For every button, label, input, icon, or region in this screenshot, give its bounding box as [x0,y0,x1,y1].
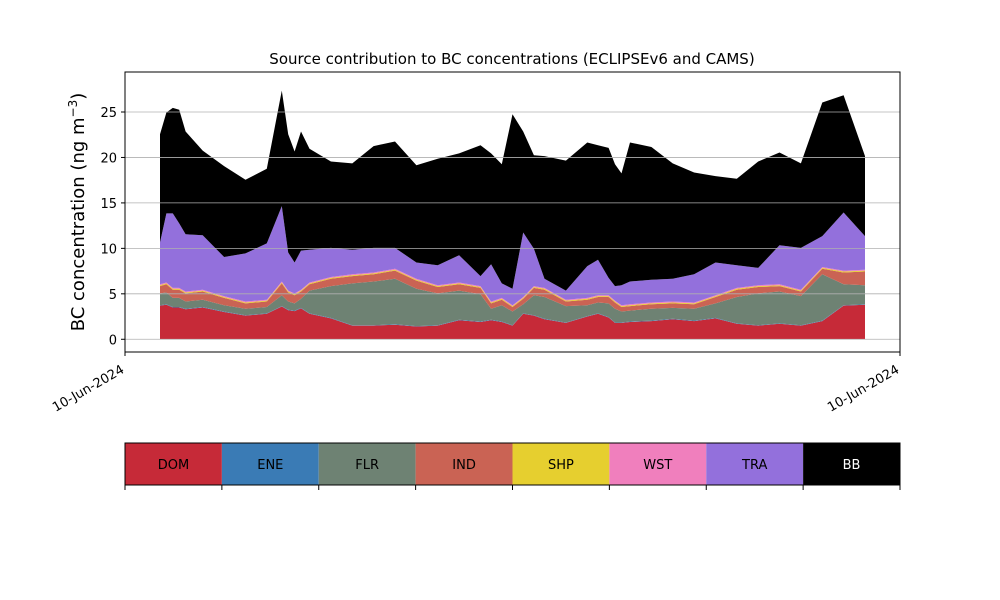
chart-title: Source contribution to BC concentrations… [269,50,754,68]
area-shp [160,267,865,307]
x-tick-label-1: 10-Jun-2024 [825,362,902,415]
area-ind [160,268,865,312]
area-dom [160,304,865,340]
plot-area: 0 5 10 15 20 25 10-Jun-2024 10-Jun-2024 [50,71,902,415]
stacked-areas [160,90,865,340]
y-tick-label-5: 5 [109,288,117,303]
area-tra [160,206,865,306]
legend-label-bb: BB [843,458,861,473]
area-bb [160,90,865,291]
legend-label-ind: IND [452,458,476,473]
legend-colorbar: DOM ENE FLR IND SHP WST TRA BB [124,442,901,490]
legend-swatch-dom [125,443,222,485]
y-axis: 0 5 10 15 20 25 [100,106,125,348]
legend-frame [124,442,901,486]
y-axis-label-close: ) [68,93,89,100]
legend-swatch-shp [512,443,610,485]
legend-label-dom: DOM [158,458,189,473]
legend-swatch-ene [221,443,319,485]
legend-label-flr: FLR [355,458,379,473]
y-tick-label-10: 10 [100,242,117,257]
y-axis-label-main: BC concentration (ng m [68,117,89,331]
y-axis-label-sup: −3 [66,100,80,118]
legend-label-wst: WST [643,458,672,473]
legend-swatch-flr [318,443,416,485]
y-axis-label: BC concentration (ng m−3) [66,93,89,332]
legend-swatch-ind [415,443,513,485]
y-tick-label-0: 0 [109,333,117,348]
plot-frame [124,71,901,353]
legend-swatch-wst [609,443,707,485]
legend-label-ene: ENE [257,458,283,473]
legend-swatch-tra [706,443,804,485]
y-tick-label-15: 15 [100,197,117,212]
x-axis: 10-Jun-2024 10-Jun-2024 [50,352,902,415]
legend-label-shp: SHP [548,458,574,473]
legend-label-tra: TRA [741,458,767,473]
x-tick-label-0: 10-Jun-2024 [50,362,127,415]
y-tick-label-20: 20 [100,151,117,166]
y-tick-label-25: 25 [100,106,117,121]
legend-swatch-bb [803,443,900,485]
area-flr [160,274,865,327]
y-gridlines [125,111,900,340]
area-wst [160,267,865,307]
